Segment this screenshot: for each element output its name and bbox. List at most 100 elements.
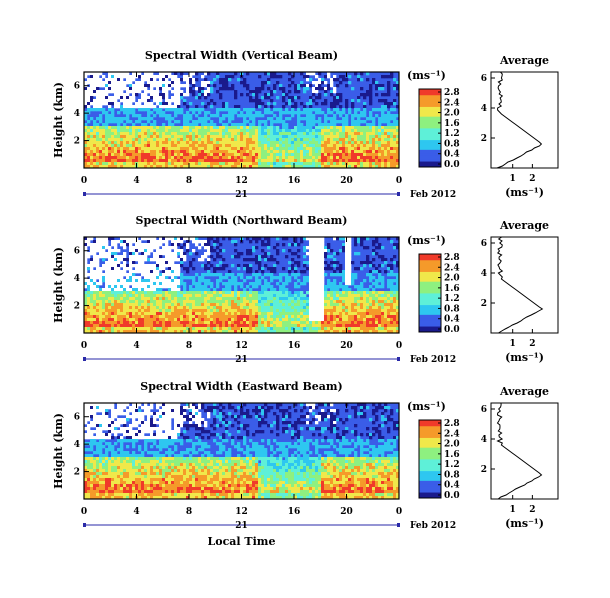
heatmap-cell — [147, 267, 151, 271]
heatmap-cell — [171, 141, 175, 145]
colorbar-step — [419, 131, 441, 135]
heatmap-cell — [192, 300, 196, 304]
heatmap-cell — [105, 237, 109, 241]
heatmap-cell — [267, 87, 271, 91]
heatmap-cell — [129, 156, 133, 160]
heatmap-cell — [219, 309, 223, 313]
heatmap-cell — [99, 270, 103, 274]
heatmap-cell — [258, 138, 262, 142]
heatmap-cell — [159, 78, 163, 82]
heatmap-cell — [111, 264, 115, 268]
heatmap-cell — [99, 156, 103, 160]
heatmap-cell — [111, 132, 115, 136]
heatmap-cell — [150, 318, 154, 322]
heatmap-cell — [282, 129, 286, 133]
heatmap-cell — [105, 246, 109, 250]
heatmap-cell — [258, 321, 262, 325]
heatmap-cell — [384, 114, 388, 118]
heatmap-cell — [276, 108, 280, 112]
heatmap-cell — [102, 129, 106, 133]
heatmap-cell — [99, 78, 103, 82]
heatmap-cell — [366, 273, 370, 277]
heatmap-cell — [162, 72, 166, 76]
heatmap-cell — [225, 300, 229, 304]
heatmap-cell — [198, 303, 202, 307]
heatmap-cell — [336, 252, 340, 256]
heatmap-cell — [87, 318, 91, 322]
heatmap-cell — [246, 285, 250, 289]
heatmap-cell — [192, 318, 196, 322]
heatmap-cell — [108, 288, 112, 292]
heatmap-cell — [201, 126, 205, 130]
heatmap-cell — [225, 318, 229, 322]
heatmap-cell — [117, 111, 121, 115]
heatmap-cell — [243, 165, 247, 169]
heatmap-cell — [123, 297, 127, 301]
heatmap-cell — [384, 108, 388, 112]
heatmap-cell — [261, 87, 265, 91]
heatmap-cell — [150, 72, 154, 76]
heatmap-cell — [297, 132, 301, 136]
colorbar-step — [419, 143, 441, 146]
heatmap-cell — [147, 165, 151, 169]
heatmap-cell — [123, 246, 127, 250]
heatmap-cell — [174, 78, 178, 82]
heatmap-cell — [99, 141, 103, 145]
heatmap-cell — [303, 303, 307, 307]
heatmap-cell — [231, 321, 235, 325]
heatmap-cell — [282, 132, 286, 136]
heatmap-cell — [255, 144, 259, 148]
heatmap-cell — [339, 156, 343, 160]
heatmap-cell — [210, 162, 214, 166]
heatmap-cell — [186, 138, 190, 142]
heatmap-cell — [240, 297, 244, 301]
y-tick-label: 2 — [74, 137, 80, 147]
heatmap-cell — [225, 87, 229, 91]
heatmap-cell — [336, 165, 340, 169]
heatmap-cell — [378, 315, 382, 319]
heatmap-cell — [222, 267, 226, 271]
heatmap-cell — [114, 306, 118, 310]
heatmap-cell — [237, 255, 241, 259]
heatmap-cell — [384, 138, 388, 142]
heatmap-cell — [222, 102, 226, 106]
heatmap-cell — [312, 288, 316, 292]
heatmap-cell — [291, 147, 295, 151]
heatmap-cell — [165, 246, 169, 250]
heatmap-cell — [162, 258, 166, 262]
heatmap-cell — [129, 96, 133, 100]
heatmap-cell — [165, 258, 169, 262]
heatmap-cell — [186, 159, 190, 163]
x-tick-label: 12 — [235, 176, 248, 186]
heatmap-cell — [330, 90, 334, 94]
heatmap-cell — [282, 135, 286, 139]
heatmap-cell — [228, 111, 232, 115]
heatmap-cell — [270, 129, 274, 133]
heatmap-cell — [150, 90, 154, 94]
heatmap-cell — [309, 126, 313, 130]
heatmap-cell — [279, 288, 283, 292]
heatmap-cell — [273, 267, 277, 271]
heatmap-cell — [306, 237, 310, 241]
heatmap-cell — [315, 315, 319, 319]
heatmap-cell — [234, 132, 238, 136]
heatmap-cell — [99, 96, 103, 100]
heatmap-cell — [108, 147, 112, 151]
heatmap-cell — [114, 129, 118, 133]
heatmap-cell — [366, 123, 370, 127]
heatmap-cell — [156, 321, 160, 325]
heatmap-cell — [354, 129, 358, 133]
heatmap-cell — [222, 300, 226, 304]
heatmap-cell — [114, 312, 118, 316]
heatmap-cell — [105, 264, 109, 268]
heatmap-cell — [123, 141, 127, 145]
heatmap-cell — [384, 93, 388, 97]
heatmap-cell — [240, 252, 244, 256]
heatmap-cell — [93, 150, 97, 154]
heatmap-cell — [237, 294, 241, 298]
colorbar-step — [419, 94, 441, 98]
heatmap-cell — [150, 324, 154, 328]
heatmap-cell — [363, 138, 367, 142]
heatmap-cell — [153, 99, 157, 103]
heatmap-cell — [342, 243, 346, 247]
